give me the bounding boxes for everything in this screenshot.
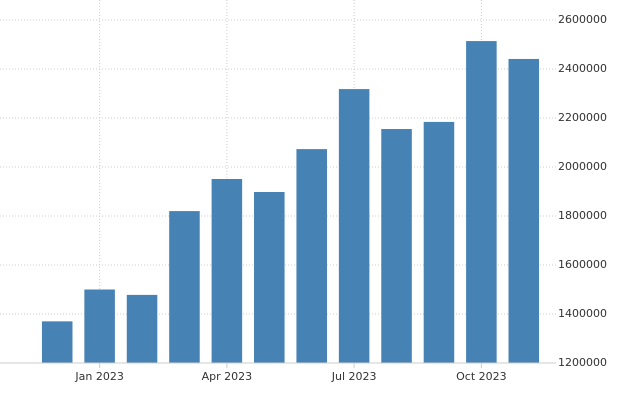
bar (338, 89, 370, 363)
y-tick-label: 1200000 (558, 356, 607, 369)
bar (169, 211, 200, 363)
bar (381, 129, 412, 363)
x-tick-label: Oct 2023 (456, 370, 507, 383)
y-tick-label: 2000000 (558, 160, 607, 173)
bar (296, 149, 327, 363)
y-tick-label: 1400000 (558, 307, 607, 320)
x-tick-label: Jan 2023 (74, 370, 123, 383)
y-tick-label: 1800000 (558, 209, 607, 222)
bar (254, 191, 285, 363)
x-tick-label: Jul 2023 (331, 370, 377, 383)
x-tick-label: Apr 2023 (202, 370, 253, 383)
bar (84, 289, 115, 363)
y-tick-label: 1600000 (558, 258, 607, 271)
y-tick-label: 2200000 (558, 111, 607, 124)
bar (508, 58, 540, 364)
bar (126, 294, 158, 363)
bar (423, 121, 455, 363)
bar (466, 41, 497, 363)
y-tick-label: 2600000 (558, 13, 607, 26)
bar (41, 321, 73, 363)
y-tick-label: 2400000 (558, 62, 607, 75)
bar (211, 179, 243, 363)
